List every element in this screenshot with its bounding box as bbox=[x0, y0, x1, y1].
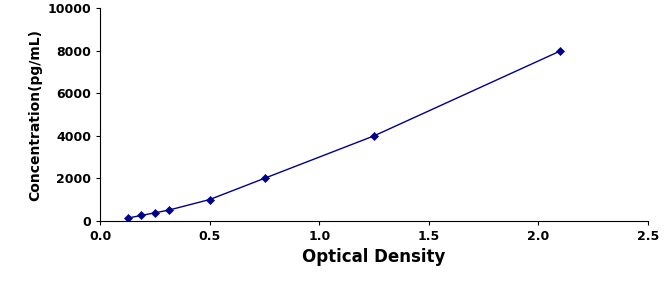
X-axis label: Optical Density: Optical Density bbox=[303, 248, 446, 266]
Y-axis label: Concentration(pg/mL): Concentration(pg/mL) bbox=[28, 29, 42, 201]
